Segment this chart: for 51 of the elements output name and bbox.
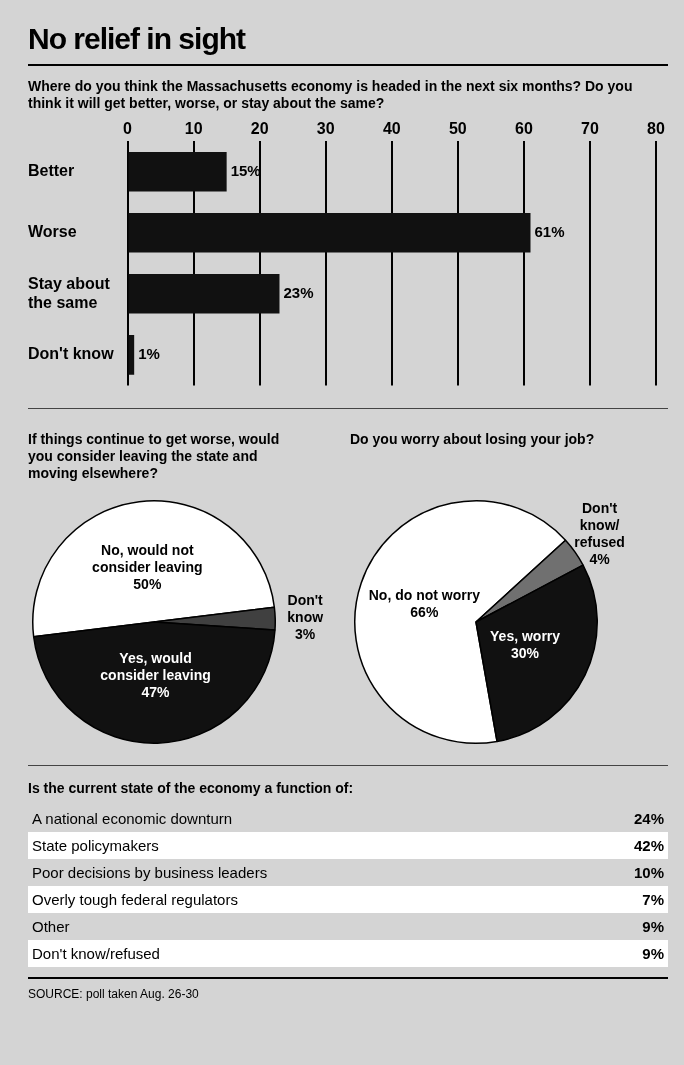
data-label: 10% [633, 864, 664, 881]
x-tick-label: 80 [647, 120, 665, 138]
data-label: 30% [511, 645, 540, 662]
x-tick-label: 0 [123, 120, 133, 138]
x-tick-label: 50 [448, 120, 467, 138]
x-tick-label: 10 [184, 120, 203, 138]
data-label: 7% [642, 891, 664, 908]
category-label: Don't know/refused [32, 945, 160, 962]
data-label: 42% [633, 837, 664, 854]
x-tick-label: 30 [316, 120, 335, 138]
x-tick-label: 60 [514, 120, 533, 138]
data-label: 3% [295, 625, 316, 642]
chart-subtitle: Where do you think the Massachusetts economy is headed in the next six months? Do you think it will get better, worse, or stay about the same? [28, 78, 634, 112]
y-tick-label: Don't know [28, 345, 115, 363]
data-label: 9% [642, 918, 664, 935]
x-tick-label: 70 [581, 120, 599, 138]
data-label: 66% [410, 603, 439, 620]
slice-label: Yes, would consider leaving [100, 650, 211, 684]
slice-label: Yes, worry [490, 628, 561, 645]
source-note: SOURCE: poll taken Aug. 26-30 [28, 977, 668, 1001]
x-tick-label: 40 [382, 120, 401, 138]
chart-title: Do you worry about losing your job? [350, 431, 596, 449]
data-label: 15% [230, 161, 261, 179]
bar [128, 213, 531, 253]
slice-label: Don't know/ refused [574, 500, 625, 551]
category-label: Poor decisions by business leaders [32, 864, 268, 881]
slice-label: Don't know [287, 591, 324, 625]
category-label: Overly tough federal regulators [32, 891, 238, 908]
data-label: 1% [138, 345, 160, 363]
text: Is the current state of the economy a function of: [28, 780, 355, 797]
bar [128, 335, 135, 375]
chart-title: No relief in sight [28, 22, 668, 66]
data-label: 9% [642, 945, 664, 962]
slice-label: No, do not worry [368, 586, 481, 603]
category-label: A national economic downturn [32, 810, 233, 827]
bar [128, 274, 280, 314]
category-label: Other [32, 918, 70, 935]
y-tick-label: Better [28, 162, 75, 180]
slice-label: No, would not consider leaving [92, 541, 203, 575]
x-tick-label: 20 [250, 120, 269, 138]
data-label: 61% [534, 222, 565, 240]
category-label: State policymakers [32, 837, 159, 854]
data-label: 24% [633, 810, 664, 827]
data-label: 47% [141, 684, 171, 701]
data-label: 50% [133, 575, 162, 592]
y-tick-label: Stay about the same [28, 274, 111, 311]
data-label: 4% [589, 551, 611, 568]
y-tick-label: Worse [28, 223, 77, 241]
bar [128, 151, 227, 192]
data-label: 23% [283, 283, 314, 301]
chart-title: If things continue to get worse, would you consider leaving the state and moving elsewhere? [28, 431, 281, 483]
